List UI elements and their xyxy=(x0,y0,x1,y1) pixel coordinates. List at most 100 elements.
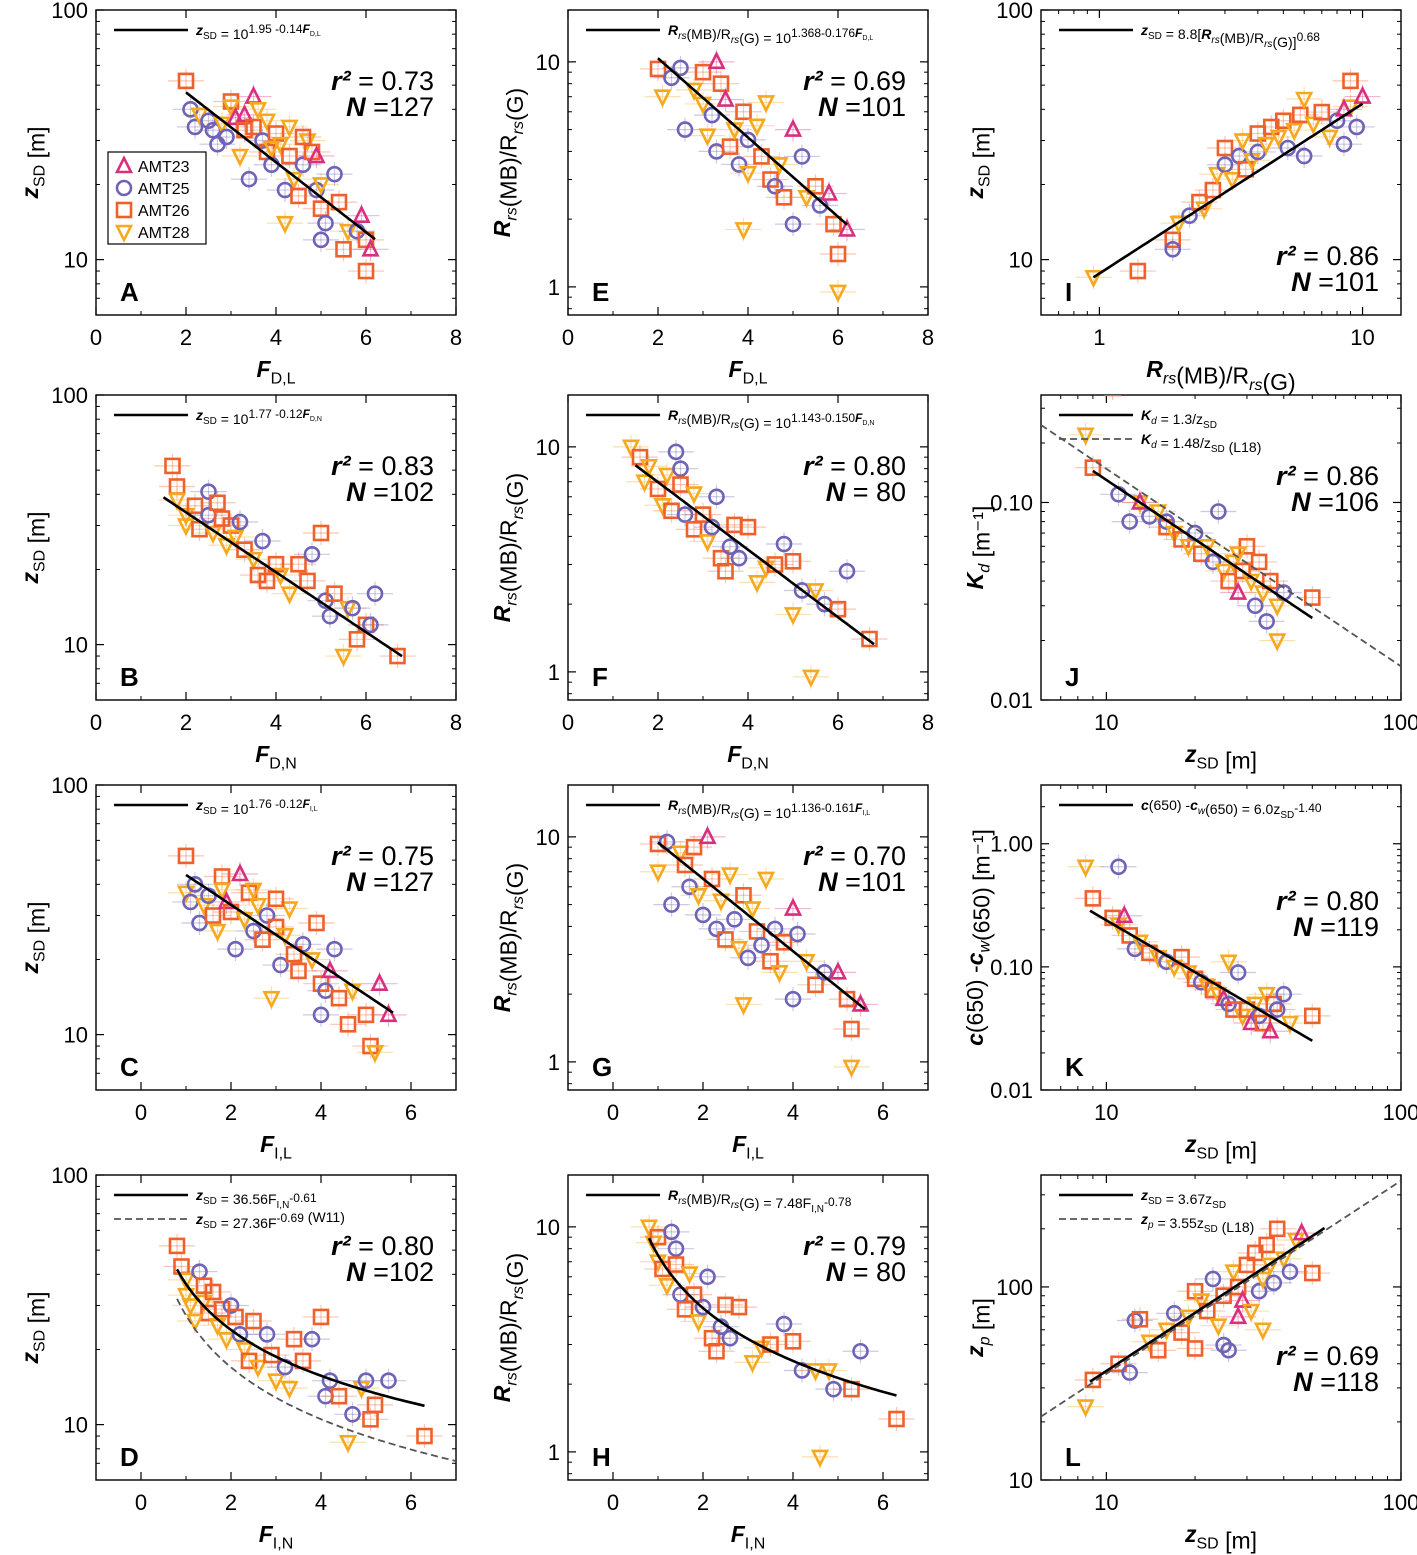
panel-b: 0 2 4 6 8 10 100 FD,N zSD [m] zSD = 101.77 -0.12F… xyxy=(17,383,462,772)
data-point-amt25 xyxy=(227,940,244,958)
plot-area xyxy=(1041,1179,1401,1419)
fit-legend-label: zSD = 101.95 -0.14FD,L xyxy=(195,22,321,42)
data-point-amt25 xyxy=(784,990,802,1008)
data-point-amt28 xyxy=(176,1287,196,1307)
n-count-label: N =101 xyxy=(818,92,906,122)
data-point-amt28 xyxy=(684,82,704,101)
data-point-amt26 xyxy=(1110,1355,1127,1373)
y-tick-label: 100 xyxy=(51,0,88,23)
r-squared-label: r² = 0.83 xyxy=(331,451,434,481)
plot-area xyxy=(159,1233,456,1462)
fit-line xyxy=(657,841,866,1011)
panel-letter: G xyxy=(592,1052,612,1082)
x-tick-label: 4 xyxy=(787,1490,799,1515)
data-point-amt25 xyxy=(1281,1263,1299,1280)
n-count-label: N =127 xyxy=(346,92,434,122)
plot-frame xyxy=(1040,9,1402,316)
x-tick-label: 10 xyxy=(1094,1100,1118,1125)
data-point-amt28 xyxy=(689,1314,708,1333)
data-point-amt28 xyxy=(1242,1303,1261,1322)
data-point-amt26 xyxy=(1173,1324,1190,1341)
x-tick-label: 0 xyxy=(135,1100,147,1125)
y-tick-label: 10 xyxy=(536,1215,560,1240)
y-axis-label: zSD [m] xyxy=(17,901,49,974)
data-point-amt26 xyxy=(227,1308,244,1326)
fit-line-reference xyxy=(176,1298,456,1462)
data-point-amt28 xyxy=(842,1059,861,1078)
x-axis-label: FI,N xyxy=(731,1521,766,1552)
y-tick-label: 100 xyxy=(996,1275,1033,1300)
data-point-amt26 xyxy=(685,521,703,538)
data-point-amt28 xyxy=(801,669,821,688)
legend-marker-amt26 xyxy=(115,201,133,219)
r-squared-label: r² = 0.86 xyxy=(1276,241,1379,271)
data-point-amt25 xyxy=(362,616,379,634)
x-tick-label: 0 xyxy=(562,710,574,735)
data-point-amt28 xyxy=(1268,633,1287,652)
x-tick-label: 0 xyxy=(607,1490,619,1515)
x-tick-label: 2 xyxy=(652,325,664,350)
data-point-amt28 xyxy=(828,284,848,303)
data-point-amt28 xyxy=(684,486,704,505)
y-tick-label: 10 xyxy=(64,248,88,273)
x-tick-label: 2 xyxy=(697,1100,709,1125)
data-point-amt26 xyxy=(775,933,793,951)
r-squared-label: r² = 0.80 xyxy=(1276,886,1379,916)
data-point-amt25 xyxy=(1165,1305,1183,1322)
data-point-amt28 xyxy=(1257,986,1276,1006)
data-point-amt26 xyxy=(784,1333,802,1350)
x-tick-label: 6 xyxy=(832,710,844,735)
x-tick-label: 1 xyxy=(1093,325,1105,350)
data-point-amt23 xyxy=(230,863,250,882)
data-point-amt26 xyxy=(290,555,307,573)
data-point-amt25 xyxy=(681,878,698,896)
data-point-amt25 xyxy=(726,911,743,928)
fit-legend-label: zSD = 36.56FI,N-0.61 xyxy=(195,1187,317,1211)
data-point-amt26 xyxy=(1220,572,1237,590)
y-axis-label: zSD [m] xyxy=(17,126,49,199)
data-point-amt28 xyxy=(1179,965,1198,984)
x-axis-label: FD,N xyxy=(255,741,297,772)
data-point-amt26 xyxy=(1238,537,1256,555)
data-point-amt28 xyxy=(181,1298,200,1317)
data-point-amt26 xyxy=(739,518,757,536)
data-point-amt28 xyxy=(1320,129,1339,148)
y-tick-label: 10 xyxy=(1009,248,1033,273)
plot-area xyxy=(1075,68,1381,290)
data-point-amt28 xyxy=(671,845,690,864)
n-count-label: N = 80 xyxy=(826,477,906,507)
data-point-amt25 xyxy=(663,1223,680,1241)
x-tick-label: 0 xyxy=(90,325,102,350)
fit-legend-label: Rrs(MB)/Rrs(G) = 7.48FI,N-0.78 xyxy=(668,1187,852,1215)
fit-line-reference xyxy=(1041,424,1401,668)
data-point-amt26 xyxy=(236,541,253,559)
x-tick-label: 6 xyxy=(832,325,844,350)
data-point-amt26 xyxy=(735,886,752,904)
y-tick-label: 0.01 xyxy=(990,688,1033,713)
data-point-amt25 xyxy=(721,1329,739,1347)
data-point-amt25 xyxy=(676,506,694,523)
data-point-amt28 xyxy=(208,923,227,942)
data-point-amt25 xyxy=(775,535,793,553)
data-point-amt28 xyxy=(280,586,299,605)
data-point-amt26 xyxy=(717,931,734,948)
data-point-amt23 xyxy=(783,118,803,137)
data-point-amt26 xyxy=(1304,589,1321,606)
y-tick-label: 1 xyxy=(548,1440,560,1465)
data-point-amt25 xyxy=(303,546,321,563)
data-point-amt26 xyxy=(312,1308,330,1326)
x-tick-label: 6 xyxy=(877,1100,889,1125)
data-point-amt28 xyxy=(747,118,767,137)
data-point-amt25 xyxy=(344,1405,361,1423)
data-point-amt28 xyxy=(212,882,232,901)
data-point-amt25 xyxy=(1164,240,1182,258)
fit-line xyxy=(1092,102,1364,279)
data-point-amt28 xyxy=(1207,166,1227,186)
data-point-amt26 xyxy=(676,856,694,874)
panel-c: 0 2 4 6 10 100 FI,L zSD [m] zSD = 101.76 -0.12FI… xyxy=(17,773,457,1162)
x-tick-label: 2 xyxy=(652,710,664,735)
data-point-amt25 xyxy=(730,549,748,567)
fit-line xyxy=(634,464,875,646)
r-squared-label: r² = 0.69 xyxy=(1276,1341,1379,1371)
